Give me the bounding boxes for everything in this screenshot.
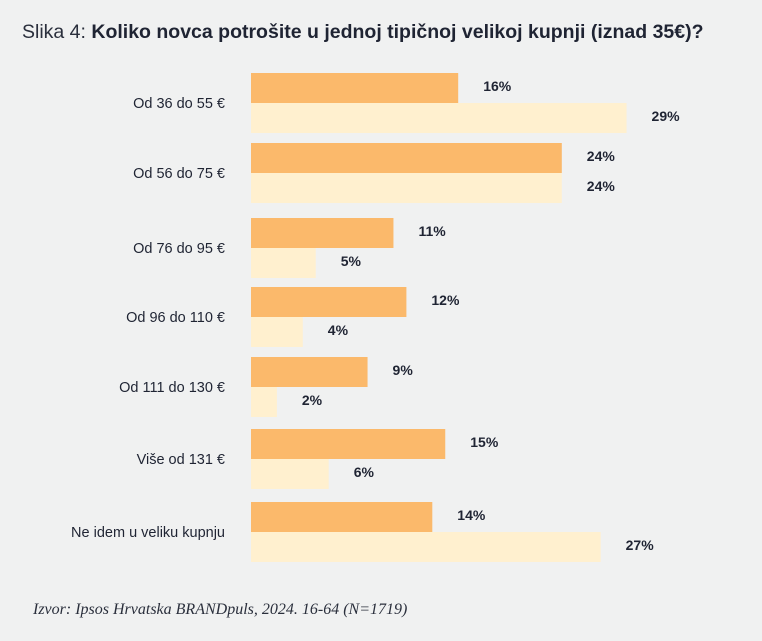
- category-label: Od 96 do 110 €: [126, 310, 225, 326]
- chart-title-prefix: Slika 4:: [22, 21, 86, 43]
- data-label: 14%: [457, 507, 486, 523]
- category-label: Od 56 do 75 €: [133, 166, 225, 182]
- chart-title: Slika 4: Koliko novca potrošite u jednoj…: [22, 21, 704, 44]
- source-note: Izvor: Ipsos Hrvatska BRANDpuls, 2024. 1…: [33, 601, 408, 618]
- bar: [251, 103, 627, 133]
- bar: [251, 143, 562, 173]
- bar: [251, 218, 394, 248]
- category-label: Od 36 do 55 €: [133, 96, 225, 112]
- data-label: 29%: [652, 108, 681, 124]
- bar: [251, 173, 562, 203]
- bar: [251, 532, 601, 562]
- data-label: 9%: [393, 362, 414, 378]
- bar: [251, 248, 316, 278]
- bar: [251, 459, 329, 489]
- data-label: 2%: [302, 392, 323, 408]
- data-label: 12%: [431, 292, 460, 308]
- category-label: Od 76 do 95 €: [133, 241, 225, 257]
- bar: [251, 73, 459, 103]
- data-label: 5%: [341, 253, 362, 269]
- bar: [251, 317, 303, 347]
- bar: [251, 357, 368, 387]
- bar: [251, 429, 446, 459]
- data-label: 24%: [587, 178, 616, 194]
- bar: [251, 287, 407, 317]
- data-label: 6%: [354, 464, 375, 480]
- chart-title-main: Koliko novca potrošite u jednoj tipičnoj…: [91, 21, 704, 43]
- data-label: 27%: [626, 537, 655, 553]
- category-label: Više od 131 €: [137, 452, 225, 468]
- bar: [251, 502, 433, 532]
- bar: [251, 387, 277, 417]
- data-label: 15%: [470, 434, 499, 450]
- data-label: 16%: [483, 78, 512, 94]
- category-label: Ne idem u veliku kupnju: [71, 525, 225, 541]
- data-label: 4%: [328, 322, 349, 338]
- category-label: Od 111 do 130 €: [119, 380, 225, 396]
- data-label: 11%: [418, 223, 446, 239]
- data-label: 24%: [587, 148, 616, 164]
